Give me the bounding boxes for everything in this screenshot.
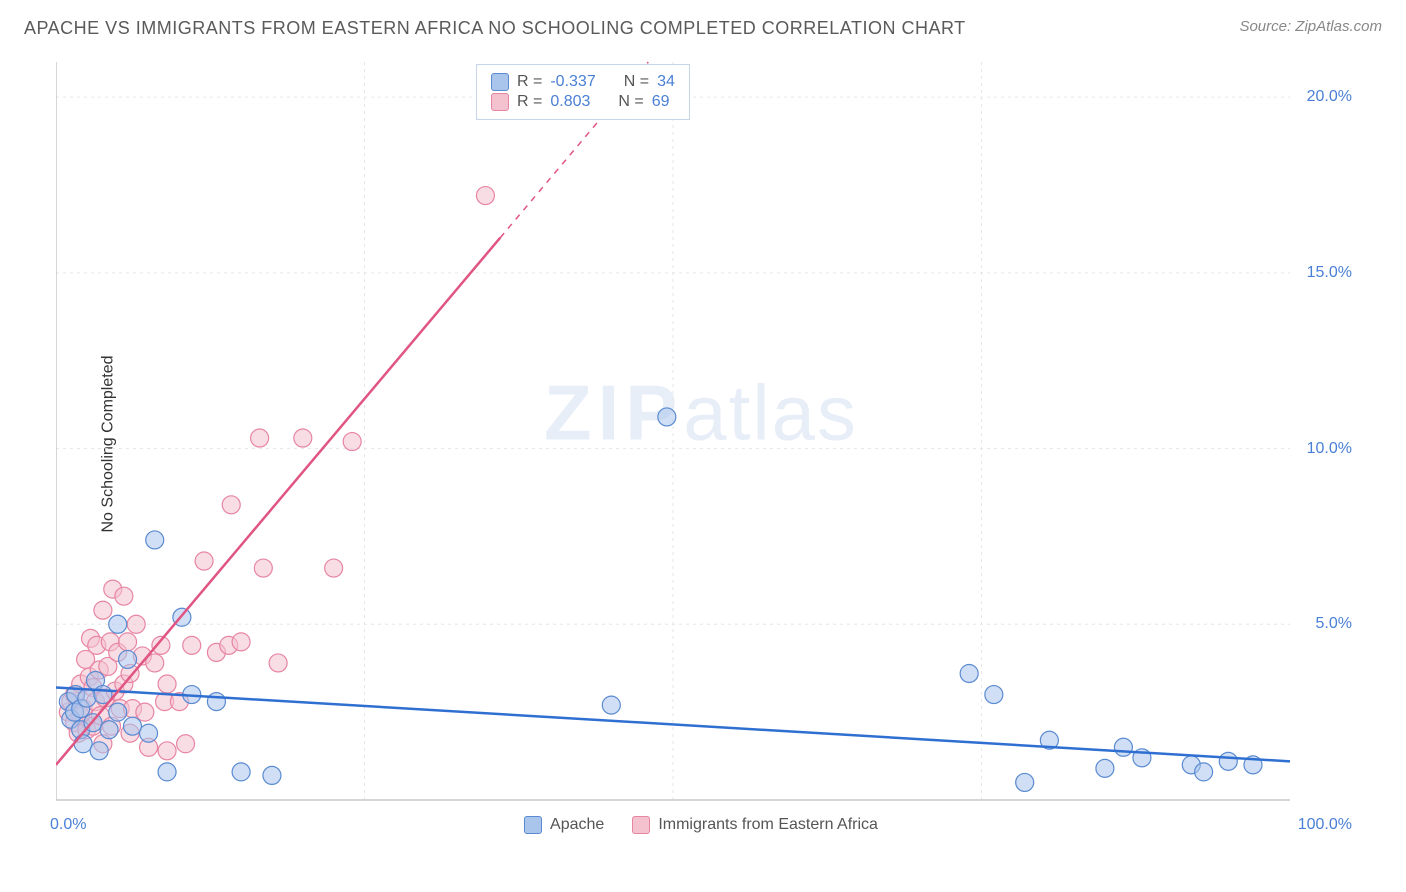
scatter-plot [56,56,1346,832]
y-tick: 20.0% [1307,88,1352,106]
n-value-immigrants: 69 [652,93,670,111]
legend-row-immigrants: R = 0.803 N = 69 [491,93,675,111]
header: APACHE VS IMMIGRANTS FROM EASTERN AFRICA… [0,0,1406,39]
swatch-immigrants [491,93,509,111]
legend-row-apache: R = -0.337 N = 34 [491,73,675,91]
legend-series: Apache Immigrants from Eastern Africa [56,816,1346,834]
n-value-apache: 34 [657,73,675,91]
page-title: APACHE VS IMMIGRANTS FROM EASTERN AFRICA… [24,18,966,39]
y-tick: 10.0% [1307,440,1352,458]
y-tick: 15.0% [1307,264,1352,282]
chart-area: No Schooling Completed ZIPatlas R = -0.3… [56,56,1346,832]
legend-item-apache: Apache [524,816,604,834]
r-label: R = [517,93,542,111]
swatch-apache-icon [524,816,542,834]
r-value-apache: -0.337 [550,73,595,91]
legend-label-apache: Apache [550,816,604,834]
y-tick: 5.0% [1316,615,1352,633]
n-label: N = [618,93,643,111]
legend-item-immigrants: Immigrants from Eastern Africa [632,816,878,834]
r-value-immigrants: 0.803 [550,93,590,111]
r-label: R = [517,73,542,91]
source-attribution: Source: ZipAtlas.com [1239,18,1382,35]
swatch-apache [491,73,509,91]
swatch-immigrants-icon [632,816,650,834]
legend-label-immigrants: Immigrants from Eastern Africa [658,816,878,834]
legend-correlation: R = -0.337 N = 34 R = 0.803 N = 69 [476,64,690,120]
n-label: N = [624,73,649,91]
